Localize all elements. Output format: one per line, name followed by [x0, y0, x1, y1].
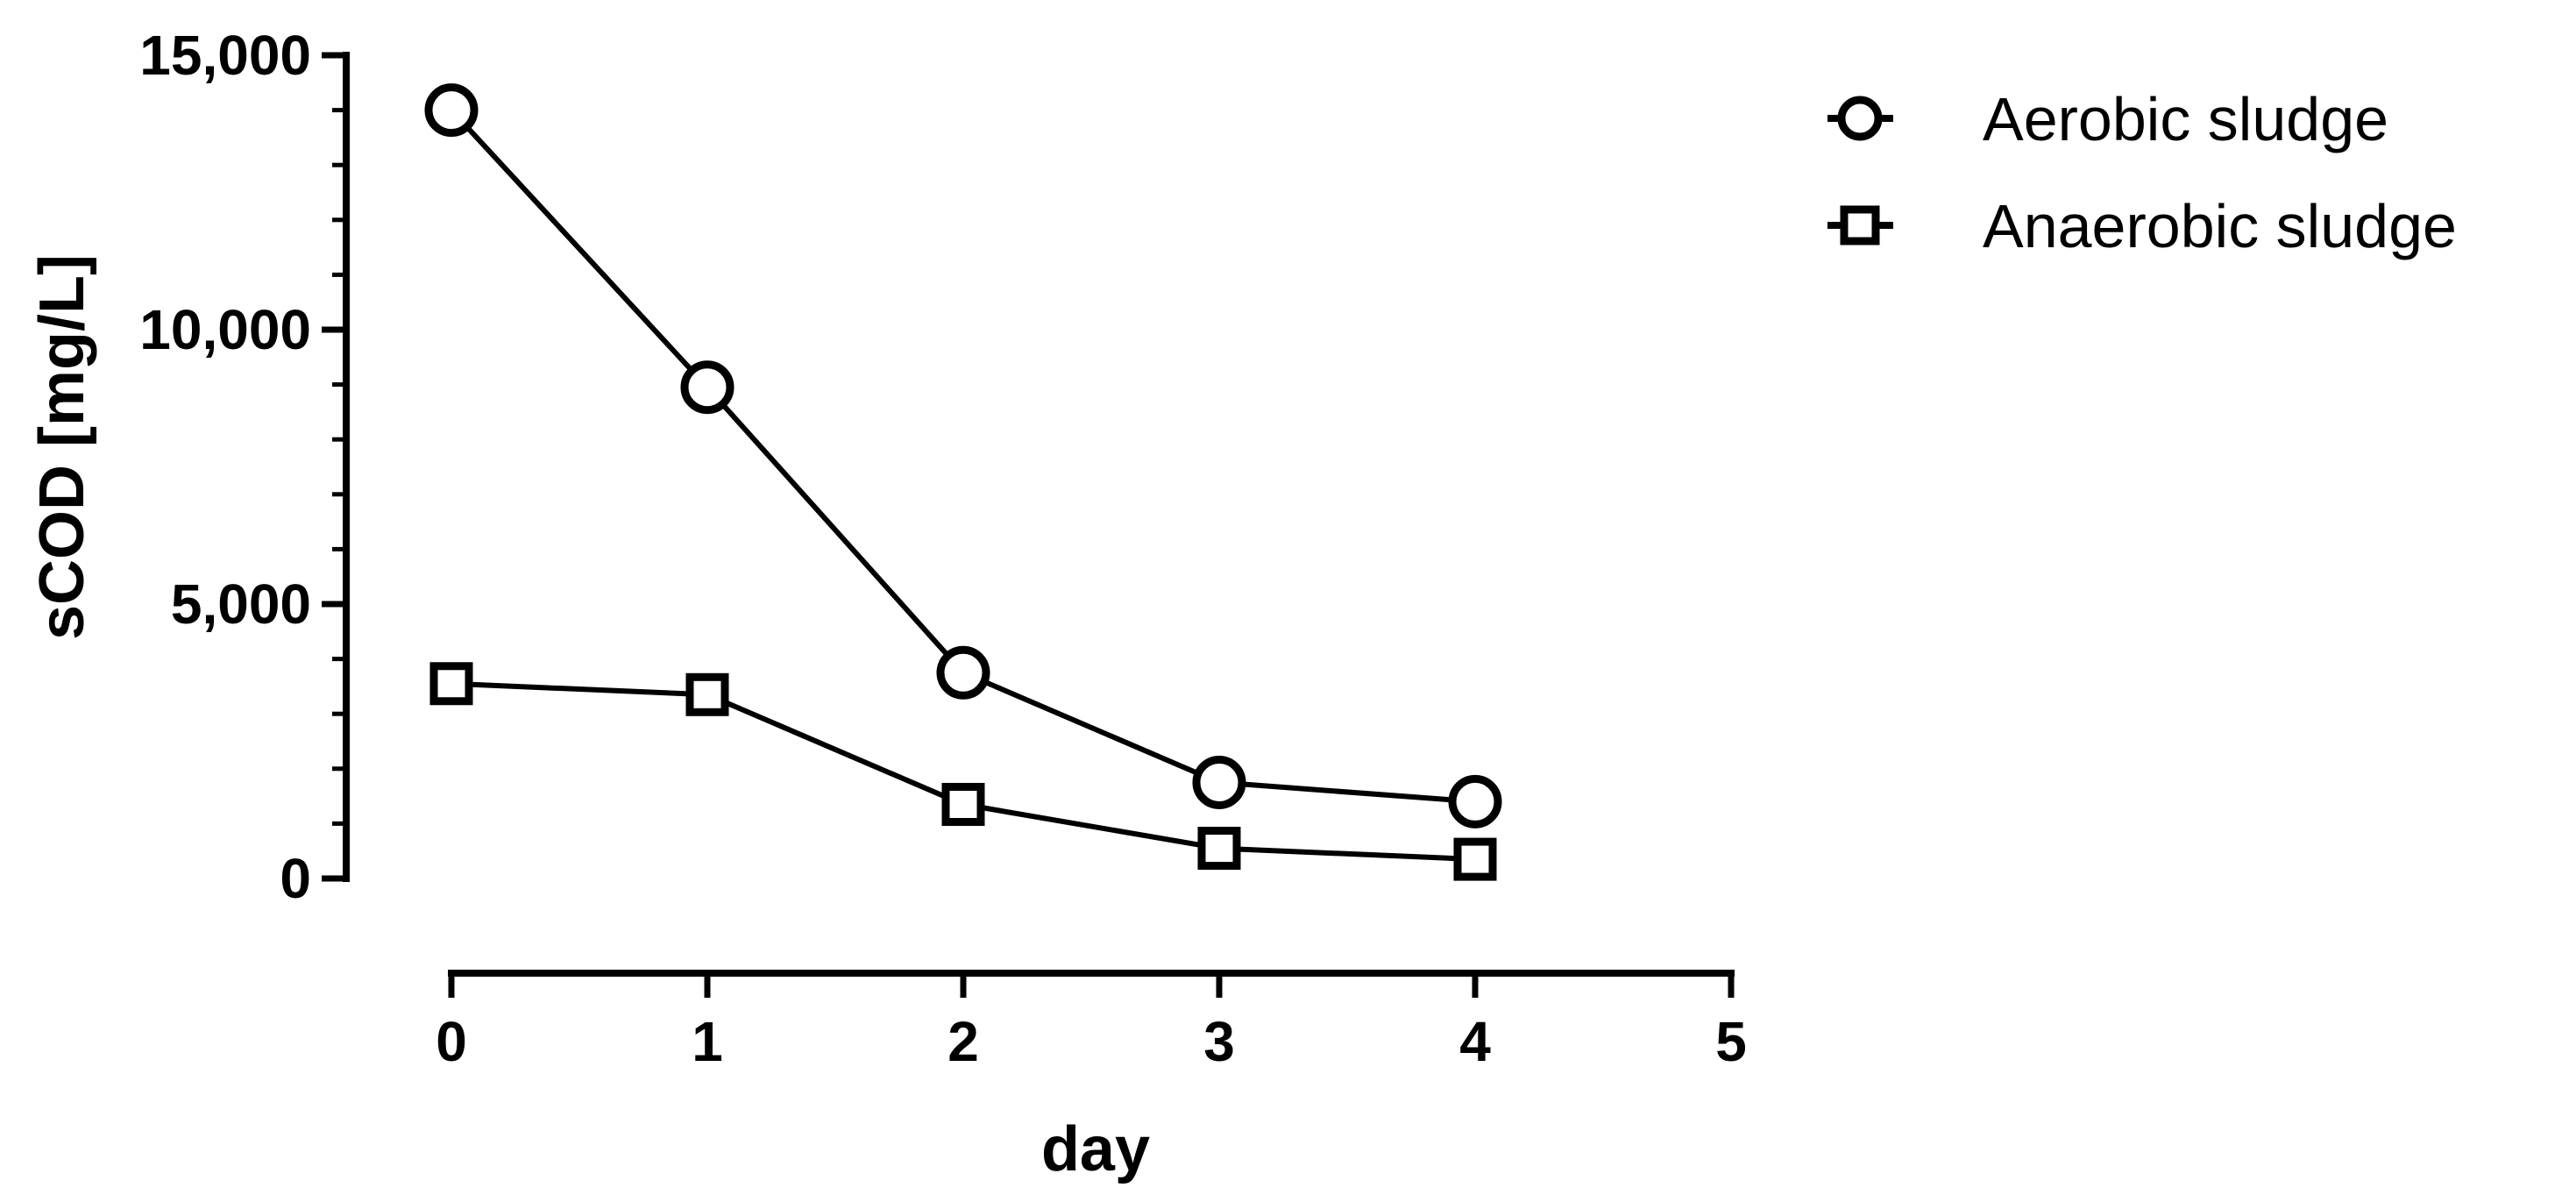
legend-label-aerobic: Aerobic sludge	[1983, 85, 2388, 153]
y-axis-title: sCOD [mg/L]	[27, 254, 97, 640]
legend-item-anaerobic: Anaerobic sludge	[1827, 192, 2457, 260]
data-point-aerobic	[424, 83, 479, 138]
y-tick-label: 10,000	[139, 298, 311, 361]
data-point-anaerobic	[429, 662, 473, 706]
x-tick-label: 4	[1459, 1010, 1491, 1073]
data-point-aerobic	[1448, 774, 1502, 829]
data-point-aerobic	[1192, 755, 1246, 809]
y-tick-label: 15,000	[139, 24, 311, 87]
data-point-anaerobic	[941, 782, 985, 826]
data-point-aerobic	[680, 360, 734, 415]
x-tick-label: 2	[947, 1010, 979, 1073]
series-layer	[424, 83, 1502, 881]
x-axis: 0 1 2 3 4 5	[436, 970, 1747, 1073]
x-tick-label: 5	[1715, 1010, 1747, 1073]
legend-marker-square	[1840, 205, 1880, 245]
x-axis-title: day	[1041, 1114, 1150, 1184]
series-line-anaerobic	[451, 680, 1476, 863]
legend-marker-circle	[1837, 96, 1883, 141]
data-point-anaerobic	[685, 672, 729, 716]
x-tick-label: 3	[1203, 1010, 1235, 1073]
legend-label-anaerobic: Anaerobic sludge	[1983, 192, 2457, 260]
data-point-anaerobic	[1453, 837, 1497, 881]
legend: Aerobic sludge Anaerobic sludge	[1827, 85, 2457, 260]
data-point-aerobic	[936, 645, 990, 700]
data-point-anaerobic	[1197, 827, 1241, 871]
y-tick-label: 0	[280, 847, 311, 910]
legend-item-aerobic: Aerobic sludge	[1827, 85, 2388, 153]
x-tick-label: 1	[692, 1010, 723, 1073]
x-tick-label: 0	[436, 1010, 467, 1073]
y-axis: 0 5,000 10,000 15,000	[139, 24, 350, 910]
y-tick-label: 5,000	[171, 573, 311, 636]
